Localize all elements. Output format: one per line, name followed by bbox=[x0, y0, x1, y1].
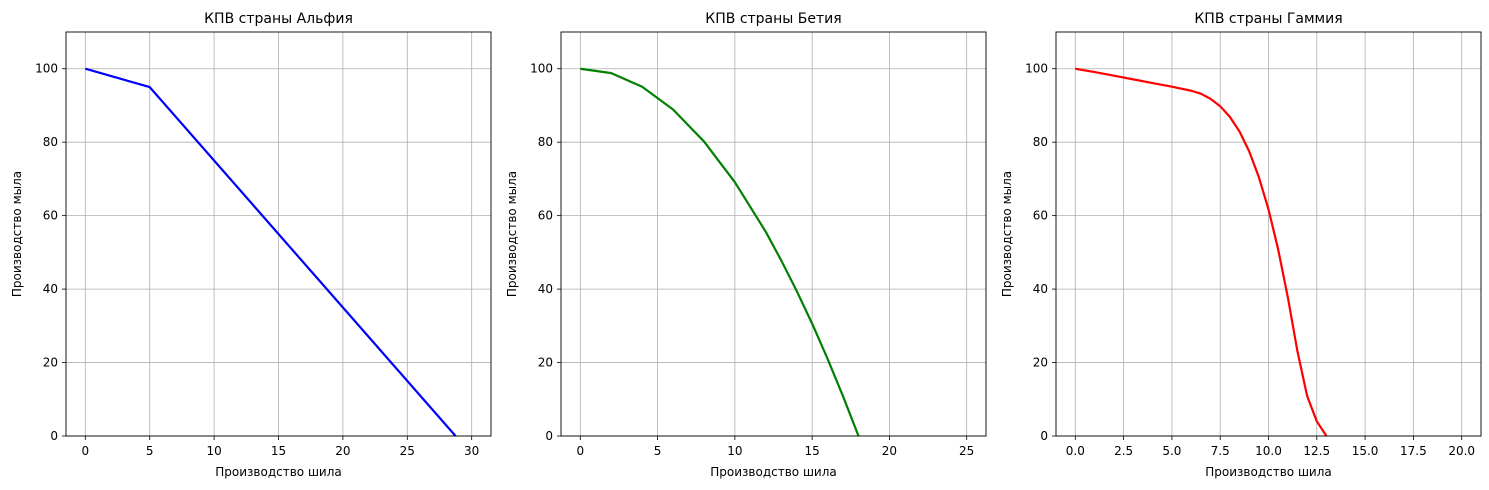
series-line bbox=[85, 67, 457, 437]
y-tick-label: 20 bbox=[43, 356, 58, 370]
x-tick-label: 12.5 bbox=[1303, 444, 1330, 458]
y-tick-label: 40 bbox=[538, 282, 553, 296]
x-tick-label: 17.5 bbox=[1400, 444, 1427, 458]
x-tick-label: 25 bbox=[959, 444, 974, 458]
x-tick-label: 0.0 bbox=[1066, 444, 1085, 458]
y-tick-label: 100 bbox=[1025, 62, 1048, 76]
x-tick-label: 20.0 bbox=[1448, 444, 1475, 458]
y-axis-label: Производство мыла bbox=[10, 171, 24, 297]
chart-panel-1: 0 5 10 15 20 25 30 0 20 40 60 80 100 КПВ страны Альфи… bbox=[10, 11, 492, 479]
x-axis-label: Производство шила bbox=[215, 465, 342, 479]
y-tick-label: 80 bbox=[1033, 135, 1048, 149]
axes-frame bbox=[560, 31, 987, 437]
y-tick-label: 0 bbox=[1040, 429, 1048, 443]
y-axis-label: Производство мыла bbox=[1000, 171, 1014, 297]
y-tick-label: 80 bbox=[43, 135, 58, 149]
x-tick-label: 2.5 bbox=[1114, 444, 1133, 458]
x-tick-label: 15 bbox=[804, 444, 819, 458]
x-tick-label: 20 bbox=[882, 444, 897, 458]
x-tick-label: 25 bbox=[400, 444, 415, 458]
x-tick-label: 15 bbox=[271, 444, 286, 458]
y-tick-label: 0 bbox=[50, 429, 58, 443]
y-tick-label: 60 bbox=[538, 209, 553, 223]
x-tick-label: 0 bbox=[576, 444, 584, 458]
x-tick-label: 30 bbox=[464, 444, 479, 458]
x-tick-label: 7.5 bbox=[1211, 444, 1230, 458]
x-tick-label: 10.0 bbox=[1255, 444, 1282, 458]
y-tick-label: 60 bbox=[43, 209, 58, 223]
x-tick-label: 5 bbox=[146, 444, 154, 458]
y-tick-label: 60 bbox=[1033, 209, 1048, 223]
y-tick-label: 100 bbox=[530, 62, 553, 76]
y-tick-label: 40 bbox=[1033, 282, 1048, 296]
y-tick-label: 0 bbox=[545, 429, 553, 443]
y-tick-label: 80 bbox=[538, 135, 553, 149]
chart-title: КПВ страны Гаммия bbox=[1194, 11, 1342, 27]
series-line bbox=[1075, 67, 1328, 437]
y-tick-label: 40 bbox=[43, 282, 58, 296]
y-tick-label: 20 bbox=[1033, 356, 1048, 370]
x-tick-label: 10 bbox=[727, 444, 742, 458]
chart-panel-3: 0.0 2.5 5.0 7.5 10.0 12.5 15.0 17.5 20.0 0 20 40 60 8… bbox=[1000, 11, 1482, 479]
x-axis-label: Производство шила bbox=[710, 465, 837, 479]
y-tick-label: 20 bbox=[538, 356, 553, 370]
series-line bbox=[580, 67, 860, 437]
x-tick-label: 0 bbox=[81, 444, 89, 458]
chart-title: КПВ страны Альфия bbox=[204, 11, 353, 27]
chart-title: КПВ страны Бетия bbox=[705, 11, 841, 27]
x-tick-label: 5 bbox=[654, 444, 662, 458]
x-tick-label: 15.0 bbox=[1352, 444, 1379, 458]
chart-panel-2: 0 5 10 15 20 25 0 20 40 60 80 100 КПВ страны Бетия Пр… bbox=[505, 11, 987, 479]
y-axis-label: Производство мыла bbox=[505, 171, 519, 297]
x-axis-label: Производство шила bbox=[1205, 465, 1332, 479]
x-tick-label: 20 bbox=[335, 444, 350, 458]
y-tick-label: 100 bbox=[35, 62, 58, 76]
x-tick-label: 10 bbox=[206, 444, 221, 458]
x-tick-label: 5.0 bbox=[1162, 444, 1181, 458]
